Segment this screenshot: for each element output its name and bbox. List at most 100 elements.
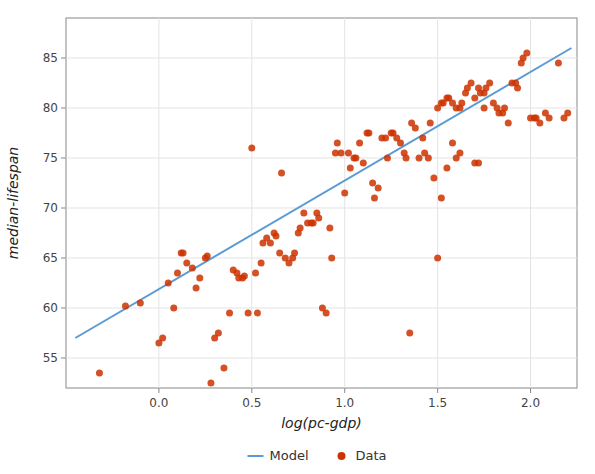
data-point bbox=[345, 150, 352, 157]
data-point bbox=[352, 155, 359, 162]
tick-label: 55 bbox=[43, 351, 58, 365]
data-point bbox=[220, 365, 227, 372]
tick-mark bbox=[437, 388, 438, 393]
legend-label: Data bbox=[356, 448, 387, 463]
legend: Model Data bbox=[248, 448, 387, 463]
data-point bbox=[297, 225, 304, 232]
tick-mark bbox=[61, 158, 66, 159]
tick-label: 0.0 bbox=[149, 396, 168, 410]
data-point bbox=[245, 310, 252, 317]
grid bbox=[66, 18, 577, 388]
grid-line bbox=[344, 18, 345, 388]
plot-frame bbox=[66, 18, 577, 388]
grid-line bbox=[66, 258, 577, 259]
data-point bbox=[369, 180, 376, 187]
data-point bbox=[241, 273, 248, 280]
grid-line bbox=[251, 18, 252, 388]
tick-label: 1.5 bbox=[428, 396, 447, 410]
data-point bbox=[384, 155, 391, 162]
data-point bbox=[371, 195, 378, 202]
axes: 0.0 0.5 1.0 1.5 2.0 55 60 65 70 75 80 85 bbox=[43, 51, 540, 410]
plot-area bbox=[75, 48, 571, 387]
data-point bbox=[471, 95, 478, 102]
data-point bbox=[207, 380, 214, 387]
data-point bbox=[523, 50, 530, 57]
legend-swatch bbox=[248, 455, 264, 457]
tick-label: 65 bbox=[43, 251, 58, 265]
data-point bbox=[291, 250, 298, 257]
data-point bbox=[475, 160, 482, 167]
tick-mark bbox=[158, 388, 159, 393]
data-point bbox=[267, 240, 274, 247]
grid-line bbox=[66, 58, 577, 59]
tick-mark bbox=[61, 358, 66, 359]
grid-line bbox=[530, 18, 531, 388]
data-point bbox=[96, 370, 103, 377]
model-line bbox=[75, 48, 571, 338]
data-point bbox=[546, 115, 553, 122]
tick-label: 80 bbox=[43, 101, 58, 115]
data-point bbox=[430, 175, 437, 182]
data-point bbox=[196, 275, 203, 282]
data-point bbox=[443, 165, 450, 172]
data-point bbox=[412, 125, 419, 132]
data-point bbox=[315, 215, 322, 222]
legend-label: Model bbox=[270, 448, 309, 463]
data-point bbox=[456, 150, 463, 157]
legend-swatch bbox=[338, 452, 346, 460]
data-point bbox=[248, 145, 255, 152]
data-point bbox=[338, 150, 345, 157]
tick-label: 75 bbox=[43, 151, 58, 165]
data-point bbox=[183, 260, 190, 267]
data-point bbox=[425, 155, 432, 162]
data-point bbox=[300, 210, 307, 217]
data-point bbox=[403, 155, 410, 162]
data-point bbox=[438, 195, 445, 202]
tick-label: 85 bbox=[43, 51, 58, 65]
data-point bbox=[276, 250, 283, 257]
data-point bbox=[514, 85, 521, 92]
data-point bbox=[159, 335, 166, 342]
tick-mark bbox=[344, 388, 345, 393]
data-point bbox=[310, 220, 317, 227]
data-point bbox=[328, 255, 335, 262]
tick-mark bbox=[61, 208, 66, 209]
tick-mark bbox=[251, 388, 252, 393]
data-point bbox=[193, 285, 200, 292]
data-point bbox=[189, 265, 196, 272]
tick-mark bbox=[61, 58, 66, 59]
data-point bbox=[347, 165, 354, 172]
grid-line bbox=[66, 158, 577, 159]
data-point bbox=[341, 190, 348, 197]
data-point bbox=[326, 225, 333, 232]
data-point bbox=[334, 140, 341, 147]
tick-label: 70 bbox=[43, 201, 58, 215]
data-point bbox=[555, 60, 562, 67]
tick-label: 2.0 bbox=[521, 396, 540, 410]
x-axis-label: log(pc-gdp) bbox=[281, 415, 362, 431]
tick-mark bbox=[530, 388, 531, 393]
tick-label: 60 bbox=[43, 301, 58, 315]
data-point bbox=[458, 100, 465, 107]
data-point bbox=[501, 105, 508, 112]
data-point bbox=[406, 330, 413, 337]
grid-line bbox=[66, 208, 577, 209]
grid-line bbox=[437, 18, 438, 388]
tick-label: 1.0 bbox=[335, 396, 354, 410]
tick-label: 0.5 bbox=[242, 396, 261, 410]
data-point bbox=[434, 255, 441, 262]
data-point bbox=[170, 305, 177, 312]
data-point bbox=[486, 80, 493, 87]
grid-line bbox=[66, 358, 577, 359]
data-point bbox=[416, 155, 423, 162]
data-point bbox=[564, 110, 571, 117]
tick-mark bbox=[61, 308, 66, 309]
data-point bbox=[165, 280, 172, 287]
chart: 0.0 0.5 1.0 1.5 2.0 55 60 65 70 75 80 85 log(pc-gdp)… bbox=[0, 0, 595, 474]
data-point bbox=[382, 135, 389, 142]
data-point bbox=[215, 330, 222, 337]
data-point bbox=[137, 300, 144, 307]
data-point bbox=[365, 130, 372, 137]
data-point bbox=[278, 170, 285, 177]
data-point bbox=[254, 310, 261, 317]
